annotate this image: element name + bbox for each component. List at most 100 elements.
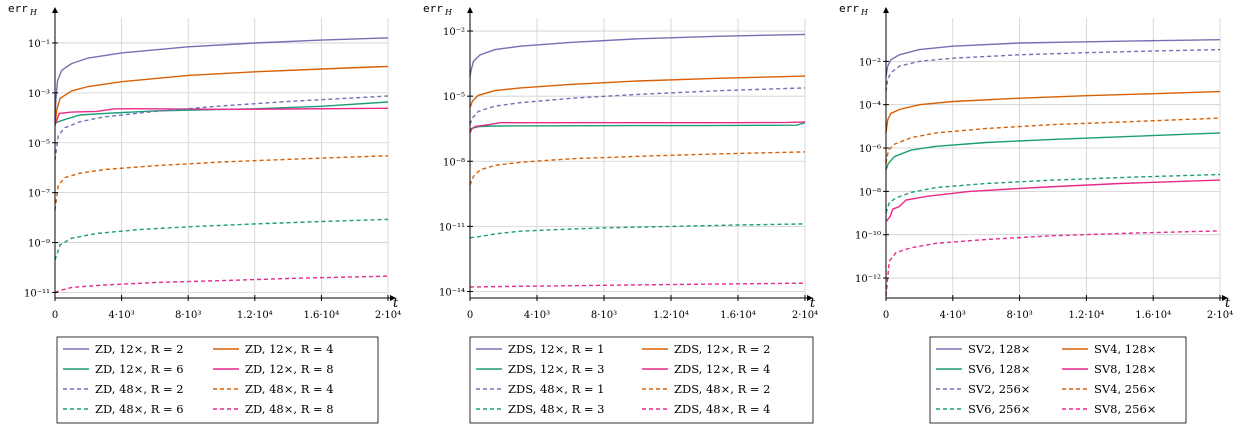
y-tick-label: 10⁻³ [28,89,50,100]
legend-label: ZDS, 12×, R = 1 [508,342,605,356]
y-tick-label: 10⁻¹² [855,274,881,285]
legend-label: SV4, 128× [1094,342,1156,356]
series-line [469,223,806,239]
y-tick-label: 10⁻⁹ [28,239,50,250]
x-tick-label: 2·10⁴ [792,310,818,321]
legend-label: ZDS, 48×, R = 1 [508,382,605,396]
y-tick-label: 10⁻⁸ [859,187,881,198]
series-line [885,39,1221,77]
y-tick-label: 10⁻⁵ [443,92,465,103]
chart-panel-zds: 0 4·10³ 8·10³ 1.2·10⁴ 1.6·10⁴ 2·10⁴ 10⁻¹⁴ 10⁻¹¹… [423,2,818,424]
x-axis-arrow [1222,295,1228,301]
legend-label: ZD, 12×, R = 4 [245,342,334,356]
legend: ZDS, 12×, R = 1 ZDS, 12×, R = 2 ZDS, 12×, … [469,336,814,424]
series-line [885,230,1221,296]
x-axis-label: t [810,296,816,311]
x-tick-label: 1.2·10⁴ [653,310,689,321]
legend-label: SV6, 256× [968,402,1030,416]
y-tick-label: 10⁻⁵ [28,139,50,150]
series-line [885,48,1221,92]
legend-label: ZDS, 12×, R = 4 [674,362,771,376]
legend-label: ZD, 12×, R = 2 [95,342,184,356]
y-axis-arrow [52,7,58,13]
y-axis-label-subscript: H [444,8,453,17]
x-tick-label: 1.6·10⁴ [1135,310,1171,321]
legend-label: ZD, 48×, R = 6 [95,402,184,416]
y-tick-label: 10⁻¹¹ [439,222,465,233]
series-line [54,218,389,261]
x-tick-label: 1.2·10⁴ [1068,310,1104,321]
legend-label: ZD, 48×, R = 8 [245,402,334,416]
x-tick-label: 2·10⁴ [1207,310,1233,321]
x-tick-label: 1.6·10⁴ [720,310,756,321]
series-line [54,65,389,126]
chart-panel-zd: 0 4·10³ 8·10³ 1.2·10⁴ 1.6·10⁴ 2·10⁴ 10⁻¹¹ 10⁻⁹ 1… [8,2,401,424]
series-line [885,90,1221,133]
series-line [54,275,389,294]
x-tick-label: 8·10³ [591,310,617,321]
x-axis-label: t [393,296,399,311]
legend-label: ZDS, 48×, R = 3 [508,402,605,416]
series-line [469,282,806,288]
x-tick-label: 4·10³ [940,310,966,321]
chart-panel-sv: 0 4·10³ 8·10³ 1.2·10⁴ 1.6·10⁴ 2·10⁴ 10⁻¹² 10⁻¹⁰… [839,2,1233,424]
x-tick-label: 4·10³ [524,310,550,321]
series-line [469,33,806,77]
series-line [469,75,806,108]
y-tick-label: 10⁻² [859,57,881,68]
legend-label: SV6, 128× [968,362,1030,376]
y-axis-arrow [883,7,889,13]
y-tick-label: 10⁻⁴ [859,101,881,112]
legend-label: ZD, 48×, R = 2 [95,382,184,396]
legend-box [469,336,814,424]
legend-label: SV8, 128× [1094,362,1156,376]
y-axis-label: err [839,2,859,15]
x-tick-label: 8·10³ [1006,310,1032,321]
legend-label: SV2, 128× [968,342,1030,356]
x-tick-label: 8·10³ [175,310,201,321]
y-tick-label: 10⁻¹¹ [24,288,50,299]
y-axis-label-subscript: H [29,8,38,17]
x-tick-label: 4·10³ [108,310,134,321]
series-line [54,107,389,126]
y-tick-label: 10⁻¹⁴ [439,287,465,298]
y-tick-label: 10⁻¹⁰ [855,231,881,242]
x-tick-label: 1.6·10⁴ [303,310,339,321]
legend-label: ZDS, 48×, R = 4 [674,402,771,416]
series-line [885,173,1221,214]
x-axis-label: t [1225,296,1231,311]
x-tick-label: 0 [883,310,889,321]
series-line [54,101,389,124]
y-axis-label: err [8,2,28,15]
y-axis-label: err [423,2,443,15]
series-line [54,37,389,121]
series-line [469,151,806,186]
y-axis-arrow [467,7,473,13]
series-line [469,122,806,130]
y-tick-label: 10⁻⁶ [859,144,881,155]
legend-box [56,336,379,424]
y-tick-label: 10⁻⁷ [28,189,50,200]
legend-box [929,336,1187,424]
x-tick-label: 0 [467,310,473,321]
series-line [885,117,1221,164]
series-line [885,132,1221,170]
legend-label: ZD, 48×, R = 4 [245,382,334,396]
legend-label: ZDS, 48×, R = 2 [674,382,771,396]
y-axis-label-subscript: H [860,8,869,17]
legend-label: SV2, 256× [968,382,1030,396]
legend-label: ZD, 12×, R = 8 [245,362,334,376]
x-tick-label: 0 [52,310,58,321]
y-tick-label: 10⁻² [443,27,465,38]
series-line [469,121,806,134]
legend: SV2, 128× SV4, 128× SV6, 128× SV8, 128× SV2,… [929,336,1187,424]
series-line [54,155,389,211]
y-tick-label: 10⁻¹ [28,39,50,50]
legend-label: SV8, 256× [1094,402,1156,416]
legend: ZD, 12×, R = 2 ZD, 12×, R = 4 ZD, 12×, R =… [56,336,379,424]
x-tick-label: 2·10⁴ [375,310,401,321]
x-axis-arrow [807,295,813,301]
x-tick-label: 1.2·10⁴ [237,310,273,321]
series-line [885,179,1221,223]
